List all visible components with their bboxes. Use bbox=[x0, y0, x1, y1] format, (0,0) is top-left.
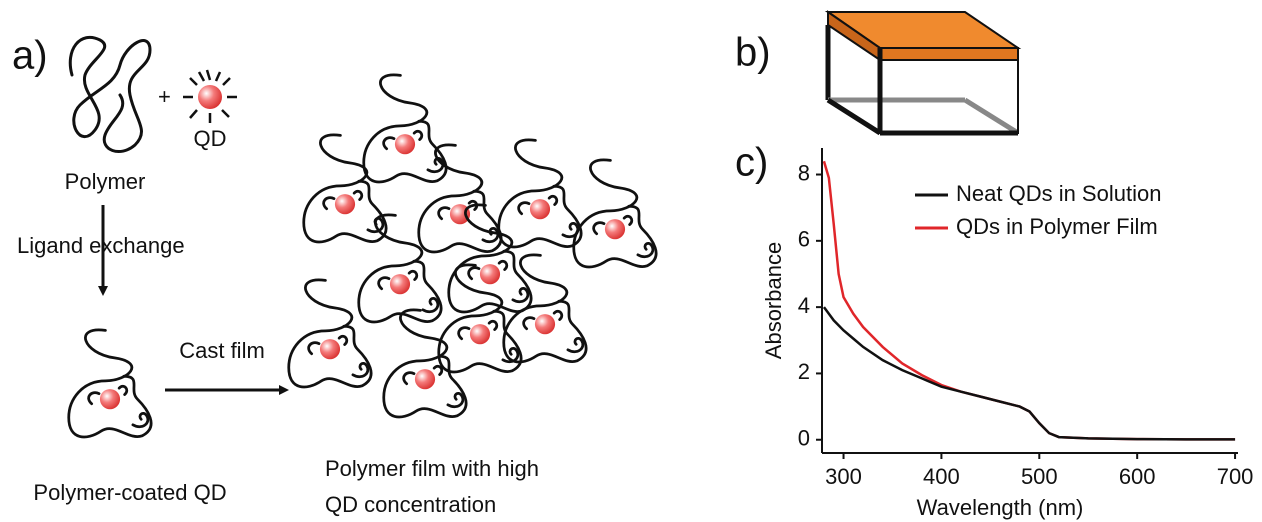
cast-film-label: Cast film bbox=[179, 338, 265, 363]
coated-qd bbox=[69, 330, 151, 437]
figure: a) + QD Polymer Ligand exchange Cast fil… bbox=[0, 0, 1262, 522]
legend-label: QDs in Polymer Film bbox=[956, 214, 1158, 239]
coated-qd-label: Polymer-coated QD bbox=[33, 480, 226, 505]
x-axis-label: Wavelength (nm) bbox=[917, 495, 1084, 520]
y-tick-label: 0 bbox=[798, 426, 810, 451]
qd-with-ligands bbox=[183, 70, 237, 123]
panel-label: a) bbox=[12, 34, 48, 78]
ligand-exchange-label: Ligand exchange bbox=[17, 233, 185, 258]
y-tick-label: 2 bbox=[798, 359, 810, 384]
film-caption: Polymer film with high bbox=[325, 456, 539, 481]
qd-label: QD bbox=[194, 126, 227, 151]
panel-label: c) bbox=[735, 141, 768, 185]
y-tick-label: 4 bbox=[798, 293, 810, 318]
polymer-film bbox=[289, 75, 656, 417]
panel-label: b) bbox=[735, 31, 771, 75]
x-tick-label: 500 bbox=[1021, 464, 1058, 489]
y-axis-label: Absorbance bbox=[761, 242, 786, 359]
y-tick-label: 8 bbox=[798, 160, 810, 185]
plus: + bbox=[158, 84, 171, 109]
film-caption: QD concentration bbox=[325, 492, 496, 517]
polymer-label: Polymer bbox=[65, 169, 146, 194]
x-tick-label: 700 bbox=[1217, 464, 1254, 489]
chart: 0 2 4 6 8 300 400 500 600 700 Wavelength (nm) Absor… bbox=[761, 148, 1254, 520]
legend-label: Neat QDs in Solution bbox=[956, 181, 1161, 206]
polymer-coil bbox=[70, 37, 150, 151]
x-tick-label: 300 bbox=[825, 464, 862, 489]
x-tick-label: 400 bbox=[923, 464, 960, 489]
data-line bbox=[824, 307, 1235, 439]
y-tick-label: 6 bbox=[798, 227, 810, 252]
x-tick-label: 600 bbox=[1119, 464, 1156, 489]
cuvette bbox=[828, 12, 1018, 133]
